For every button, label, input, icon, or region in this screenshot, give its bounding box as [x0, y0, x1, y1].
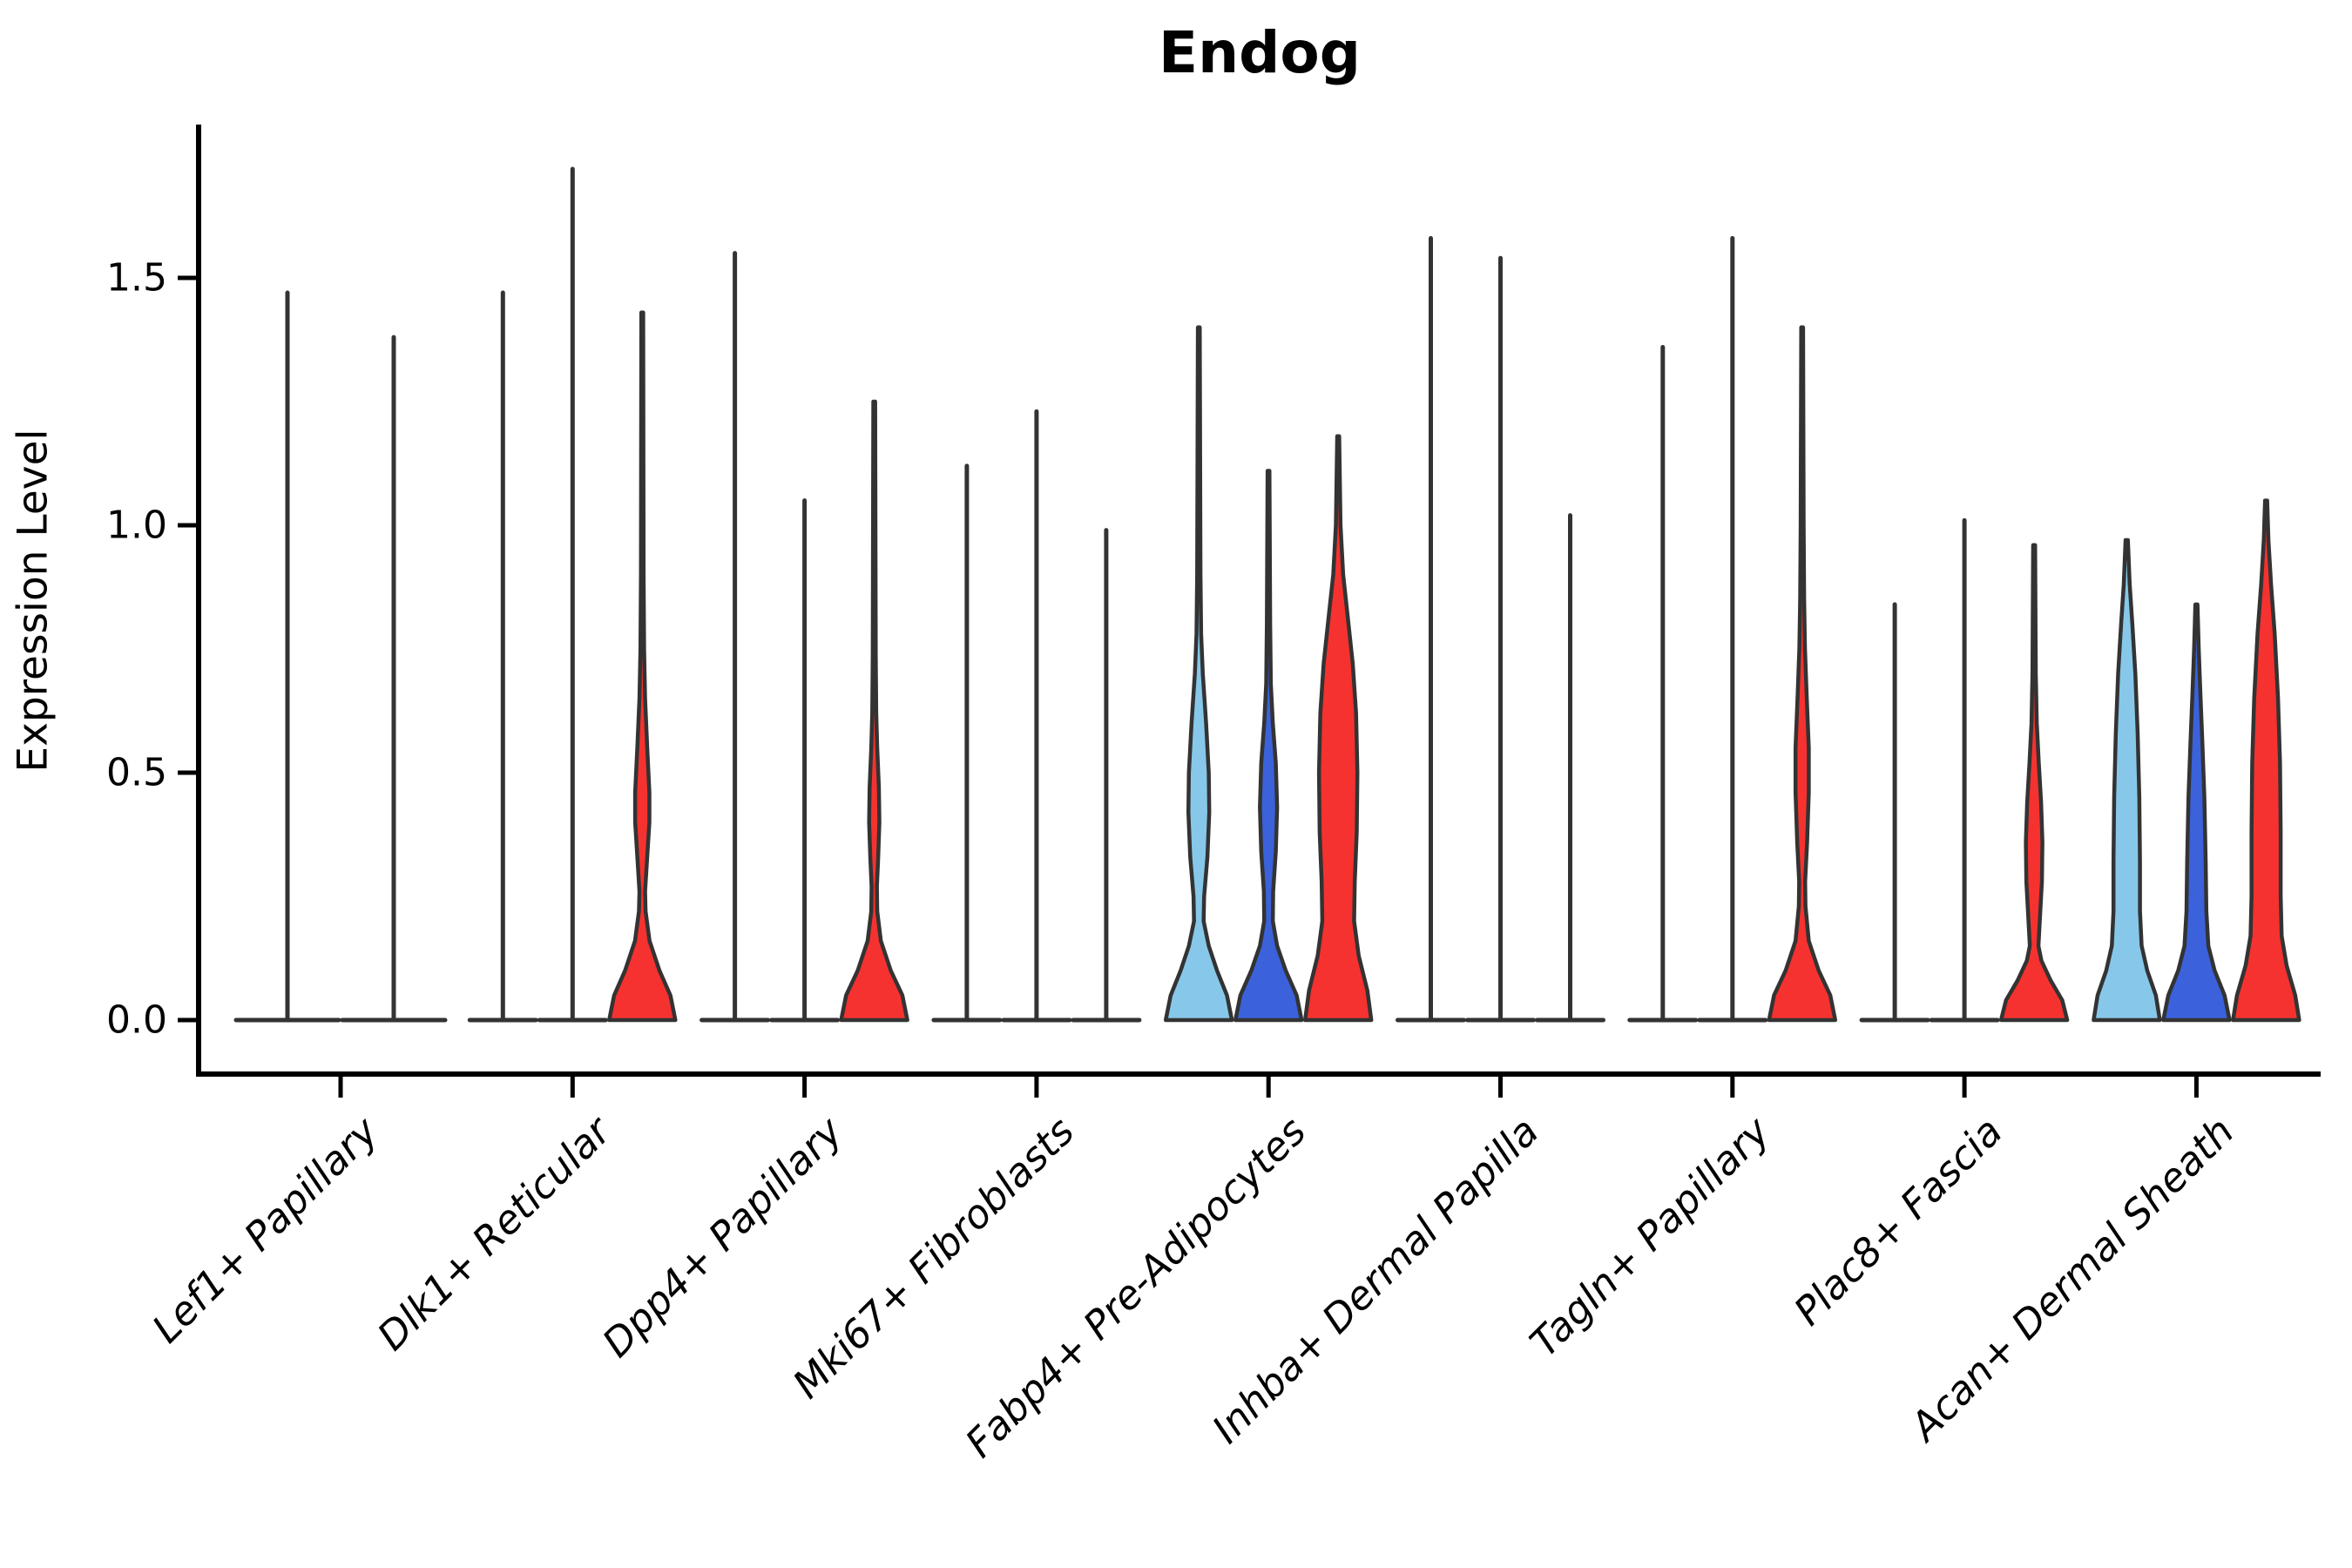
y-tick-label: 1.0	[106, 503, 167, 548]
y-axis-label: Expression Level	[9, 429, 57, 773]
chart-title: Endog	[1159, 19, 1361, 86]
violin-shape	[2231, 498, 2301, 1023]
y-tick-label: 0.5	[106, 750, 167, 795]
violin-shape	[1302, 434, 1374, 1023]
y-tick-label: 0.0	[106, 997, 167, 1043]
violin-shape	[2092, 537, 2162, 1023]
violin-shape	[1767, 325, 1838, 1023]
violin-shape	[607, 310, 678, 1023]
violin-shape	[1163, 325, 1234, 1023]
violin-shape	[1998, 543, 2070, 1023]
violin-shape	[1233, 469, 1304, 1023]
violin-shape	[2161, 602, 2232, 1023]
violin-shape	[839, 399, 909, 1023]
y-tick-label: 1.5	[106, 255, 167, 301]
